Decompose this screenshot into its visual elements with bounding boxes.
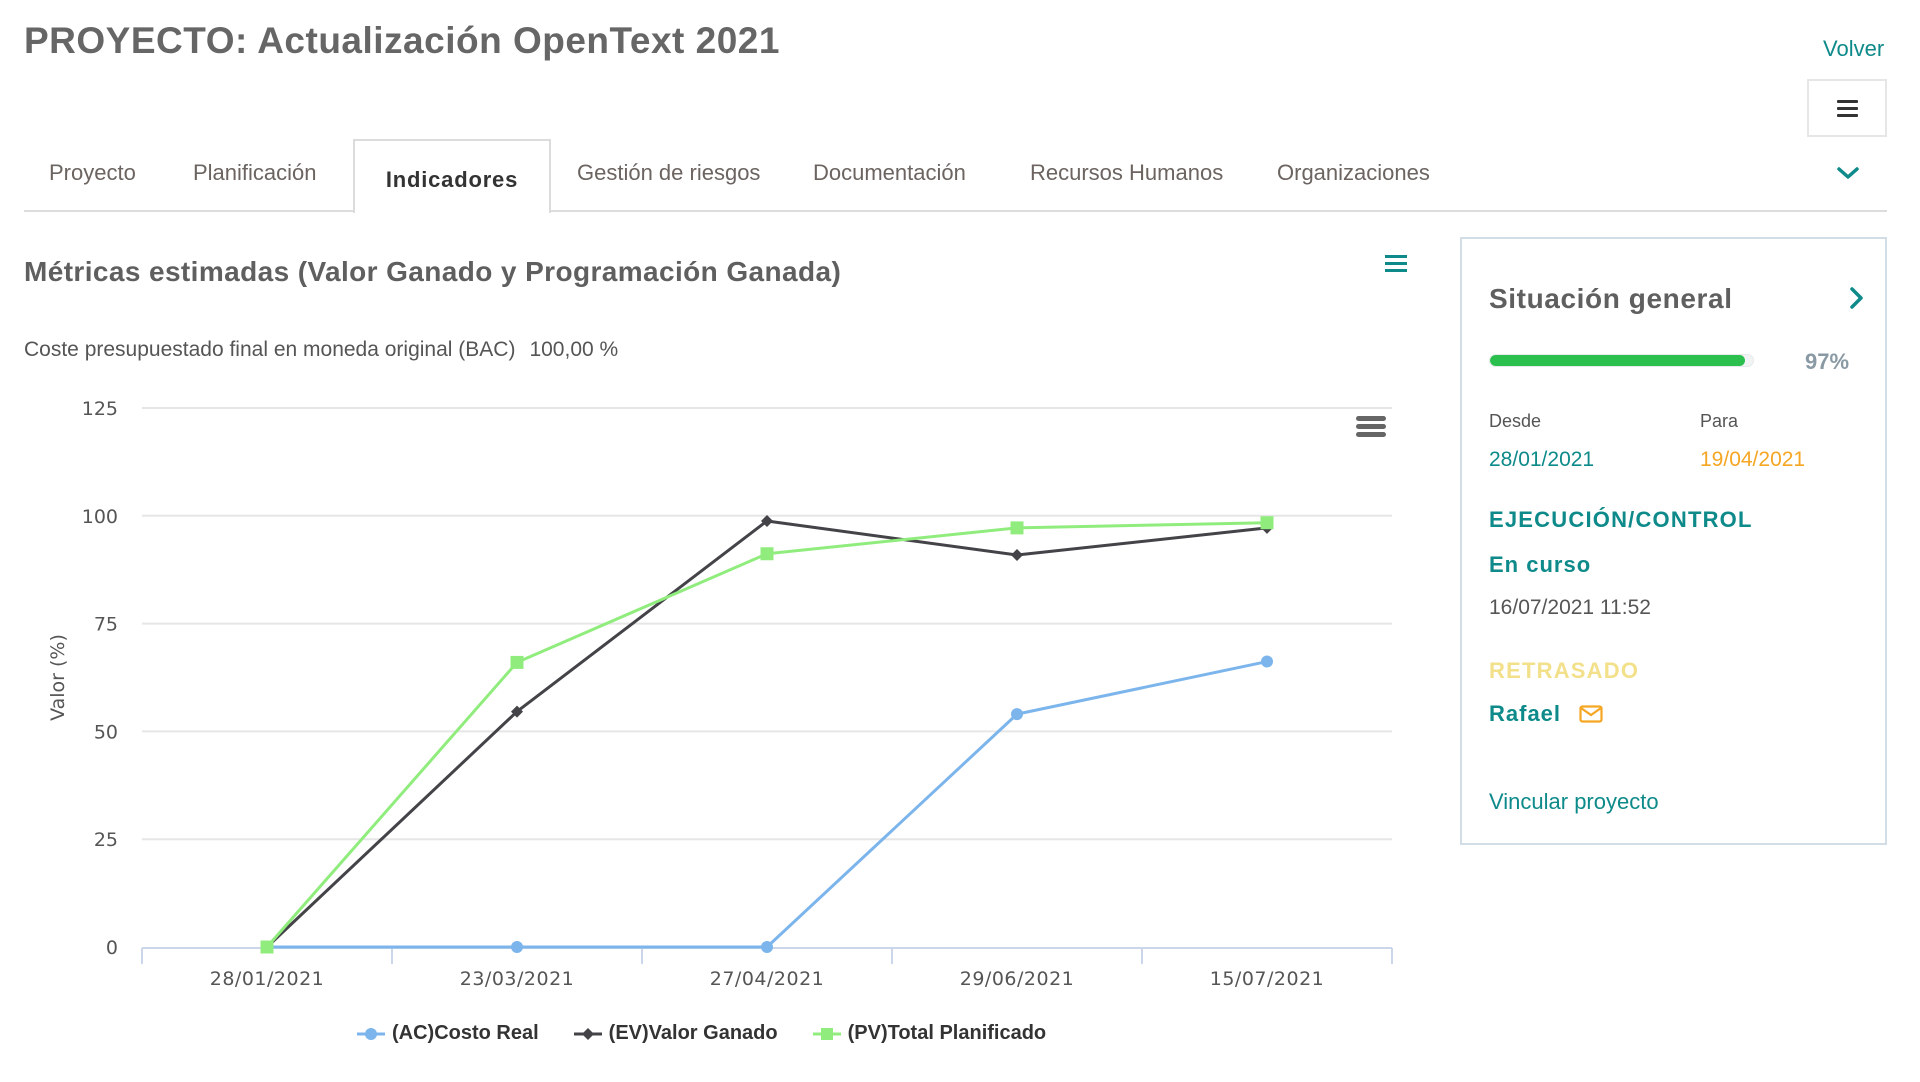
tab-recursos-humanos[interactable]: Recursos Humanos xyxy=(1030,160,1224,185)
legend-item-ev[interactable]: (EV)Valor Ganado xyxy=(573,1022,778,1045)
phase-status: EJECUCIÓN/CONTROL xyxy=(1489,507,1753,532)
tab-organizaciones[interactable]: Organizaciones xyxy=(1277,160,1430,185)
tab-indicadores[interactable]: Indicadores xyxy=(353,139,551,213)
x-tick-label: 23/03/2021 xyxy=(460,968,575,990)
data-point[interactable] xyxy=(1011,549,1023,562)
tab-proyecto[interactable]: Proyecto xyxy=(49,160,136,185)
data-point[interactable] xyxy=(511,705,523,718)
x-tick-label: 28/01/2021 xyxy=(210,968,325,990)
owner-name: Rafael xyxy=(1489,701,1562,726)
from-date: 28/01/2021 xyxy=(1489,448,1595,471)
status-timestamp: 16/07/2021 11:52 xyxy=(1489,596,1651,619)
data-point[interactable] xyxy=(1261,655,1273,668)
x-tick-label: 29/06/2021 xyxy=(960,968,1075,990)
general-status-panel: Situación general 97% Desde Para 28/01/2… xyxy=(1460,237,1887,845)
from-label: Desde xyxy=(1489,411,1542,431)
y-tick-label: 125 xyxy=(82,398,118,420)
tab-planificacion[interactable]: Planificación xyxy=(193,160,317,185)
section-menu-icon[interactable] xyxy=(1385,255,1409,277)
y-tick-label: 100 xyxy=(82,506,118,528)
hamburger-icon xyxy=(1836,99,1858,117)
state-label: En curso xyxy=(1489,552,1592,577)
diamond-marker-icon xyxy=(573,1027,602,1040)
data-point[interactable] xyxy=(760,547,774,561)
y-tick-label: 0 xyxy=(106,937,118,959)
tab-gestion-riesgos[interactable]: Gestión de riesgos xyxy=(577,160,761,185)
y-tick-label: 25 xyxy=(94,829,118,851)
owner-row: Rafael xyxy=(1489,701,1603,727)
envelope-icon[interactable] xyxy=(1579,705,1603,723)
data-point[interactable] xyxy=(1011,708,1023,721)
delay-badge: RETRASADO xyxy=(1489,658,1640,683)
bac-row: Coste presupuestado final en moneda orig… xyxy=(24,338,618,362)
chart-export-menu-icon[interactable] xyxy=(1356,416,1388,442)
section-title: Métricas estimadas (Valor Ganado y Progr… xyxy=(24,256,842,287)
panel-title: Situación general xyxy=(1489,283,1733,314)
data-point[interactable] xyxy=(1010,521,1024,535)
to-date: 19/04/2021 xyxy=(1700,448,1806,471)
legend-item-pv[interactable]: (PV)Total Planificado xyxy=(812,1022,1046,1045)
series-line xyxy=(265,521,1268,948)
to-label: Para xyxy=(1700,411,1739,431)
bac-value: 100,00 % xyxy=(529,338,619,361)
tabs-divider xyxy=(24,210,1887,212)
back-link[interactable]: Volver xyxy=(1823,36,1885,61)
data-point[interactable] xyxy=(761,941,773,953)
x-tick-label: 15/07/2021 xyxy=(1210,968,1325,990)
bac-label: Coste presupuestado final en moneda orig… xyxy=(24,338,516,361)
earned-value-chart: 0 25 50 75 100 125 Valor (%) 28/01/2021 23/03/20… xyxy=(47,398,1393,990)
page-title: PROYECTO: Actualización OpenText 2021 xyxy=(24,20,780,61)
progress-percent: 97% xyxy=(1805,349,1850,374)
progress-bar xyxy=(1489,354,1754,367)
data-point[interactable] xyxy=(511,941,523,953)
chevron-down-icon[interactable] xyxy=(1836,164,1860,182)
y-tick-label: 50 xyxy=(94,721,118,743)
y-tick-label: 75 xyxy=(94,614,118,636)
circle-marker-icon xyxy=(357,1027,385,1040)
main-menu-button[interactable] xyxy=(1807,79,1887,137)
square-marker-icon xyxy=(812,1027,841,1040)
series-line xyxy=(265,519,1268,949)
legend-item-ac[interactable]: (AC)Costo Real xyxy=(356,1022,539,1045)
chevron-right-icon[interactable] xyxy=(1848,285,1866,311)
tab-documentacion[interactable]: Documentación xyxy=(813,160,966,185)
link-project-link[interactable]: Vincular proyecto xyxy=(1489,789,1659,814)
data-point[interactable] xyxy=(761,514,773,527)
y-axis-label: Valor (%) xyxy=(47,634,69,721)
chart-legend: (AC)Costo Real (EV)Valor Ganado (PV)Tota… xyxy=(356,1022,1046,1045)
x-tick-label: 27/04/2021 xyxy=(710,968,825,990)
data-point[interactable] xyxy=(260,940,274,954)
data-point[interactable] xyxy=(510,655,524,669)
data-point[interactable] xyxy=(1260,516,1274,530)
progress-bar-fill xyxy=(1490,355,1746,366)
